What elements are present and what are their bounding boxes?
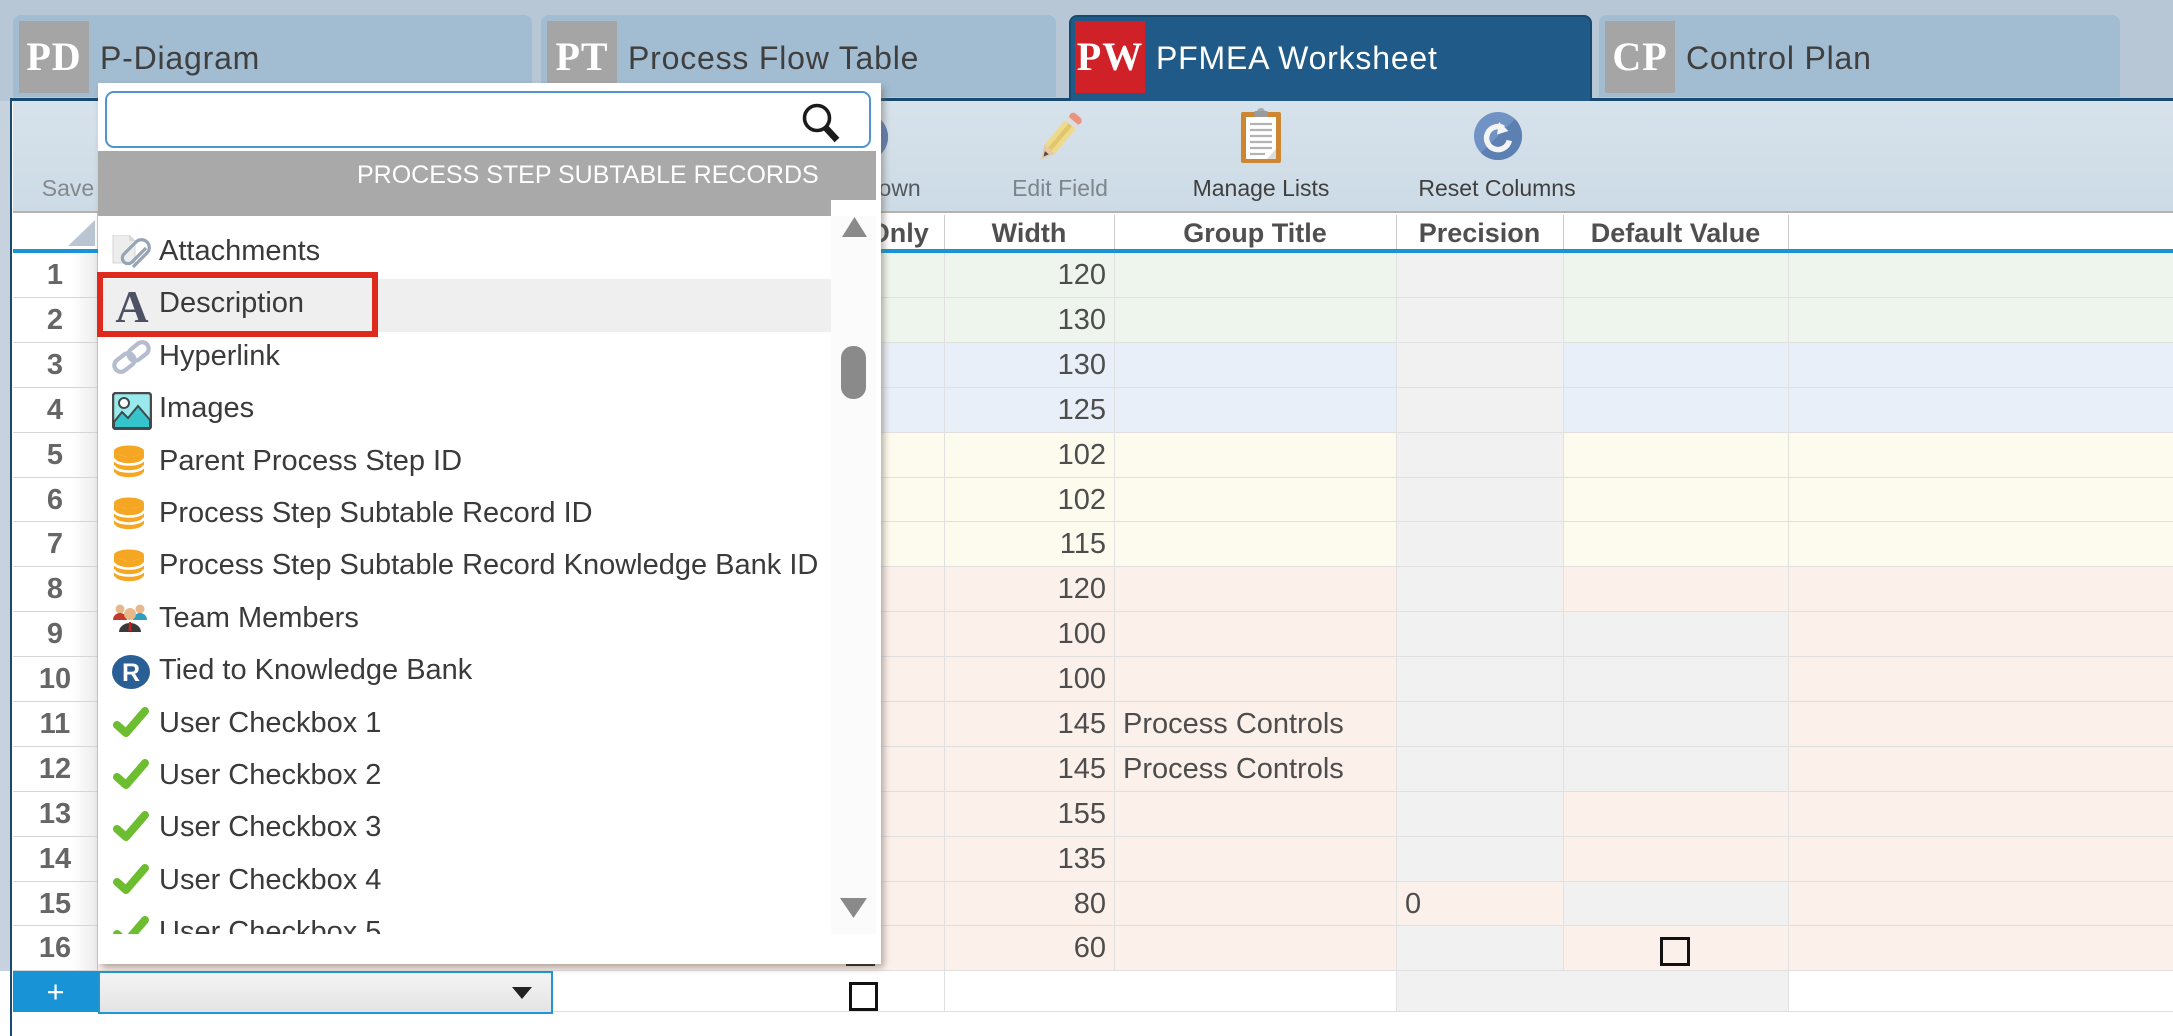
svg-text:R: R	[122, 659, 140, 687]
